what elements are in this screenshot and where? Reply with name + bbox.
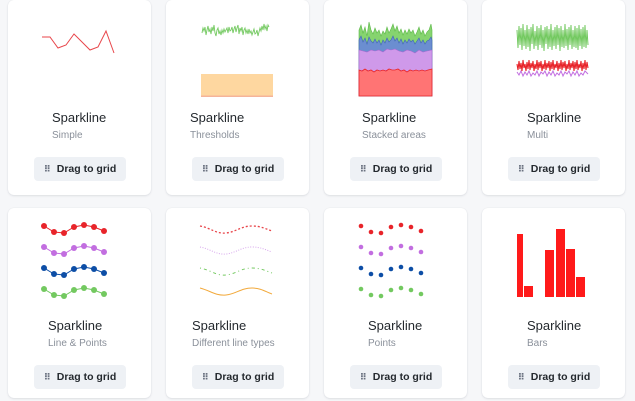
drag-to-grid-button[interactable]: ⠿ Drag to grid bbox=[192, 157, 284, 181]
drag-to-grid-button[interactable]: ⠿ Drag to grid bbox=[508, 157, 600, 181]
drag-handle-icon: ⠿ bbox=[43, 371, 51, 382]
drag-to-grid-button[interactable]: ⠿ Drag to grid bbox=[350, 365, 442, 389]
button-label: Drag to grid bbox=[530, 163, 591, 175]
card-sparkline-bars: Sparkline Bars ⠿ Drag to grid bbox=[482, 208, 625, 398]
card-sparkline-thresholds: Sparkline Thresholds ⠿ Drag to grid bbox=[166, 0, 309, 195]
drag-to-grid-button[interactable]: ⠿ Drag to grid bbox=[508, 365, 600, 389]
drag-handle-icon: ⠿ bbox=[517, 163, 525, 174]
drag-to-grid-button[interactable]: ⠿ Drag to grid bbox=[192, 365, 284, 389]
sparkline-points-chart bbox=[358, 222, 424, 299]
drag-handle-icon: ⠿ bbox=[201, 371, 209, 382]
sparkline-line-points-chart bbox=[41, 222, 107, 299]
drag-handle-icon: ⠿ bbox=[359, 371, 367, 382]
button-label: Drag to grid bbox=[56, 163, 117, 175]
card-subtitle: Simple bbox=[52, 130, 83, 141]
drag-to-grid-button[interactable]: ⠿ Drag to grid bbox=[34, 365, 126, 389]
drag-handle-icon: ⠿ bbox=[359, 163, 367, 174]
card-title: Sparkline bbox=[527, 318, 582, 333]
card-title: Sparkline bbox=[192, 318, 247, 333]
card-title: Sparkline bbox=[527, 110, 582, 125]
card-sparkline-simple: Sparkline Simple ⠿ Drag to grid bbox=[8, 0, 151, 195]
sparkline-simple-chart bbox=[42, 29, 115, 54]
card-subtitle: Stacked areas bbox=[362, 130, 426, 141]
card-subtitle: Line & Points bbox=[48, 338, 107, 349]
drag-to-grid-button[interactable]: ⠿ Drag to grid bbox=[350, 157, 442, 181]
button-label: Drag to grid bbox=[372, 163, 433, 175]
card-sparkline-line-types: Sparkline Different line types ⠿ Drag to… bbox=[166, 208, 309, 398]
button-label: Drag to grid bbox=[56, 371, 117, 383]
drag-handle-icon: ⠿ bbox=[201, 163, 209, 174]
sparkline-multi-chart bbox=[516, 23, 589, 78]
card-subtitle: Thresholds bbox=[190, 130, 240, 141]
card-subtitle: Different line types bbox=[192, 338, 275, 349]
button-label: Drag to grid bbox=[530, 371, 591, 383]
card-sparkline-stacked-areas: Sparkline Stacked areas ⠿ Drag to grid bbox=[324, 0, 467, 195]
button-label: Drag to grid bbox=[214, 163, 275, 175]
card-title: Sparkline bbox=[190, 110, 245, 125]
button-label: Drag to grid bbox=[372, 371, 433, 383]
button-label: Drag to grid bbox=[214, 371, 275, 383]
card-sparkline-multi: Sparkline Multi ⠿ Drag to grid bbox=[482, 0, 625, 195]
card-title: Sparkline bbox=[52, 110, 107, 125]
card-sparkline-points: Sparkline Points ⠿ Drag to grid bbox=[324, 208, 467, 398]
card-title: Sparkline bbox=[362, 110, 417, 125]
drag-handle-icon: ⠿ bbox=[517, 371, 525, 382]
drag-handle-icon: ⠿ bbox=[43, 163, 51, 174]
card-subtitle: Points bbox=[368, 338, 396, 349]
card-sparkline-line-points: Sparkline Line & Points ⠿ Drag to grid bbox=[8, 208, 151, 398]
sparkline-thresholds-chart bbox=[201, 23, 273, 97]
sparkline-stacked-areas-chart bbox=[358, 21, 433, 97]
card-subtitle: Multi bbox=[527, 130, 549, 141]
card-subtitle: Bars bbox=[527, 338, 548, 349]
sparkline-line-types-chart bbox=[199, 225, 273, 296]
card-title: Sparkline bbox=[368, 318, 423, 333]
card-title: Sparkline bbox=[48, 318, 103, 333]
sparkline-bars-chart bbox=[517, 229, 585, 297]
drag-to-grid-button[interactable]: ⠿ Drag to grid bbox=[34, 157, 126, 181]
